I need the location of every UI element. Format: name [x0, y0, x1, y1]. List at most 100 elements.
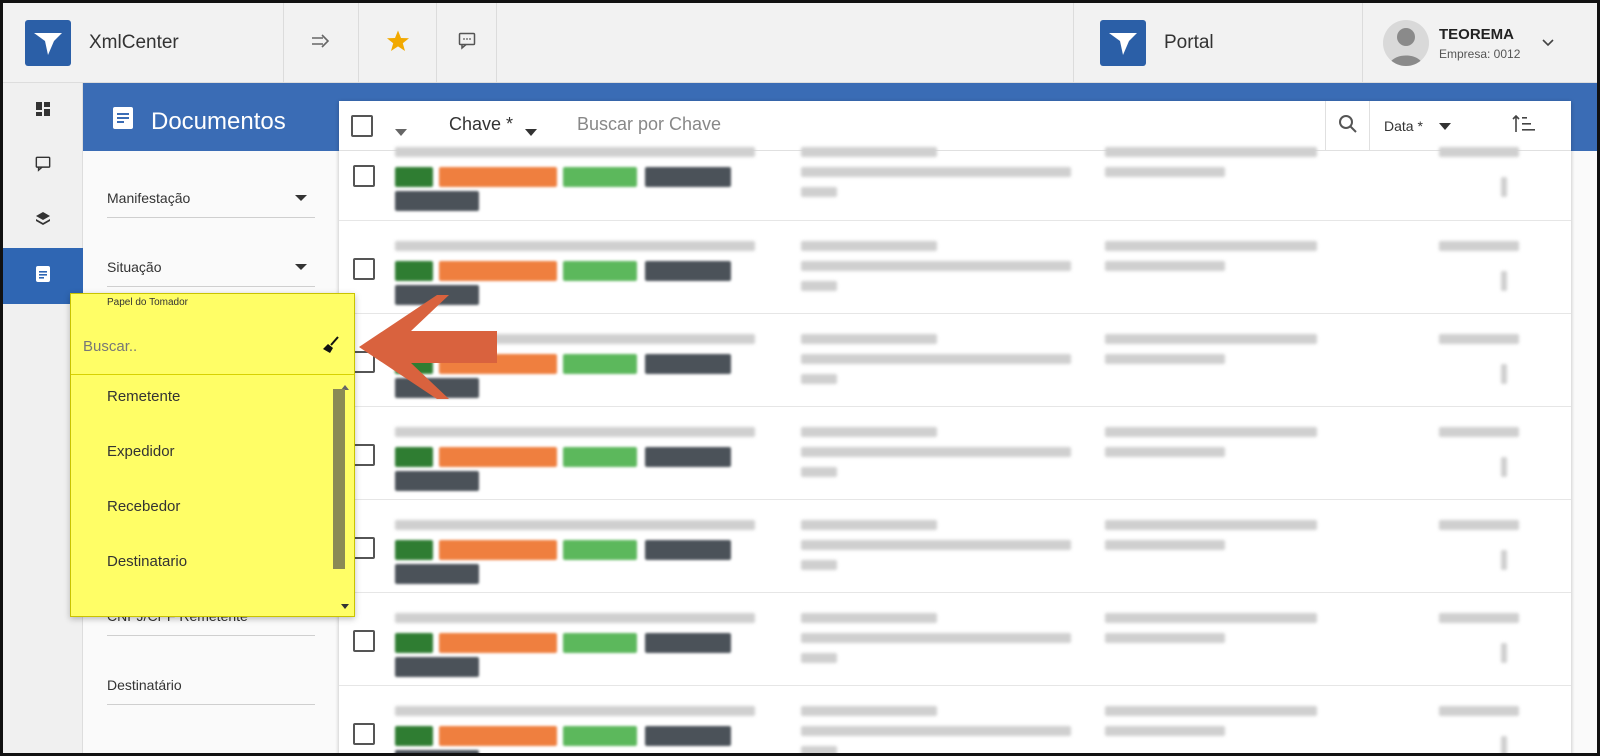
broom-clear-icon[interactable]: [322, 335, 340, 358]
caret-down-icon: [1438, 117, 1451, 135]
star-icon: [386, 29, 410, 58]
annotation-arrow: [359, 295, 497, 399]
blurred-text: [1439, 520, 1519, 530]
nav-layers[interactable]: [3, 193, 83, 249]
row-checkbox[interactable]: [353, 258, 375, 280]
blurred-text: [1439, 706, 1519, 716]
sort-field-selector[interactable]: Data *: [1369, 101, 1477, 151]
table-row[interactable]: [339, 314, 1571, 407]
left-nav-rail: [3, 83, 83, 753]
blurred-text: [801, 334, 937, 344]
status-badge: [395, 261, 433, 281]
blurred-text: [1439, 334, 1519, 344]
destinatario-field[interactable]: Destinatário: [107, 665, 315, 705]
caret-down-icon[interactable]: [525, 123, 537, 141]
portal-logo: [1100, 20, 1146, 66]
blurred-text: [395, 706, 755, 716]
row-checkbox[interactable]: [353, 723, 375, 745]
caret-down-icon: [295, 194, 307, 201]
nav-messages[interactable]: [3, 138, 83, 194]
status-badge: [645, 354, 731, 374]
search-icon: [1338, 114, 1358, 139]
blurred-text: [801, 147, 937, 157]
papel-tomador-dropdown: Papel do Tomador Buscar.. Remetente Expe…: [70, 293, 355, 617]
blurred-text: [1439, 241, 1519, 251]
option-destinatario[interactable]: Destinatario: [107, 553, 188, 570]
messages-button[interactable]: [437, 3, 497, 83]
dropdown-scrollbar[interactable]: [338, 381, 352, 613]
table-row[interactable]: [339, 407, 1571, 500]
sort-field-label: Data *: [1384, 118, 1423, 134]
blurred-text: [801, 354, 1071, 364]
user-menu[interactable]: TEOREMA Empresa: 0012: [1363, 3, 1597, 83]
row-checkbox[interactable]: [353, 537, 375, 559]
sort-ascending-icon: [1512, 114, 1536, 139]
blurred-text: [1105, 354, 1225, 364]
table-row[interactable]: [339, 593, 1571, 686]
app-name: XmlCenter: [89, 32, 179, 53]
search-field-selector[interactable]: Chave *: [449, 114, 514, 134]
row-checkbox[interactable]: [353, 444, 375, 466]
select-all-checkbox[interactable]: [351, 115, 373, 137]
option-recebedor[interactable]: Recebedor: [107, 498, 181, 515]
caret-down-icon[interactable]: [395, 123, 407, 141]
status-badge: [563, 447, 637, 467]
manifestacao-select[interactable]: Manifestação: [107, 178, 315, 218]
status-badge: [439, 447, 557, 467]
row-checkbox[interactable]: [353, 630, 375, 652]
scrollbar-thumb[interactable]: [333, 389, 345, 569]
blurred-text: [1105, 427, 1317, 437]
table-row[interactable]: [339, 500, 1571, 593]
xmlcenter-logo: [25, 20, 71, 66]
nav-documents[interactable]: [3, 248, 83, 304]
favorites-button[interactable]: [359, 3, 437, 83]
blurred-text: [1439, 147, 1519, 157]
status-badge: [645, 726, 731, 746]
portal-link[interactable]: Portal: [1073, 3, 1363, 83]
nav-dashboard[interactable]: [3, 83, 83, 139]
search-input[interactable]: Buscar por Chave: [577, 114, 722, 134]
blurred-text: [801, 281, 837, 291]
blurred-indicator: [1501, 736, 1507, 753]
status-badge: [563, 726, 637, 746]
caret-down-icon: [295, 263, 307, 270]
blurred-text: [1105, 540, 1225, 550]
dropdown-search-input[interactable]: Buscar..: [71, 319, 354, 375]
status-badge: [645, 167, 731, 187]
table-row[interactable]: [339, 147, 1571, 221]
blurred-text: [1105, 706, 1317, 716]
blurred-text: [395, 241, 755, 251]
brand-area[interactable]: XmlCenter: [3, 3, 284, 83]
blurred-text: [801, 746, 837, 753]
status-badge: [439, 726, 557, 746]
blurred-indicator: [1501, 364, 1507, 384]
situacao-select[interactable]: Situação: [107, 247, 315, 287]
expand-menu-button[interactable]: [284, 3, 359, 83]
document-icon: [36, 265, 50, 287]
blurred-text: [395, 613, 755, 623]
blurred-text: [1105, 241, 1317, 251]
status-badge: [395, 564, 479, 584]
papel-tomador-label: Papel do Tomador: [107, 297, 188, 308]
search-button[interactable]: [1325, 101, 1369, 151]
option-remetente[interactable]: Remetente: [107, 388, 181, 405]
blurred-text: [801, 187, 837, 197]
manifestacao-label: Manifestação: [107, 189, 191, 206]
status-badge: [439, 261, 557, 281]
page-title-area: Documentos: [113, 107, 286, 136]
sort-order-button[interactable]: [1477, 101, 1571, 151]
blurred-text: [801, 706, 937, 716]
status-badge: [395, 471, 479, 491]
option-expedidor[interactable]: Expedidor: [107, 443, 175, 460]
avatar: [1383, 20, 1429, 66]
blurred-text: [801, 261, 1071, 271]
row-checkbox[interactable]: [353, 165, 375, 187]
table-row[interactable]: [339, 686, 1571, 753]
status-badge: [395, 540, 433, 560]
arrow-right-icon: [311, 33, 331, 53]
table-row[interactable]: [339, 221, 1571, 314]
blurred-indicator: [1501, 550, 1507, 570]
blurred-text: [801, 427, 937, 437]
blurred-text: [801, 520, 937, 530]
chat-icon: [458, 32, 476, 55]
